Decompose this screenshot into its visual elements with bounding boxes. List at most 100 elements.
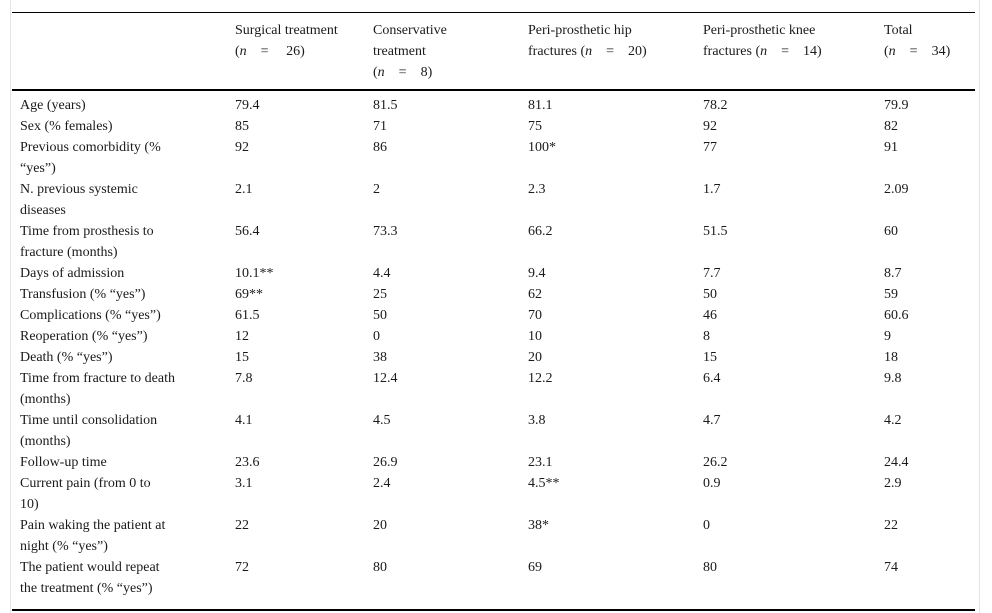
row-label: Reoperation (% “yes”) bbox=[20, 329, 148, 344]
cell-surgical: 79.4 bbox=[235, 98, 260, 113]
cell-total: 82 bbox=[884, 119, 898, 134]
column-header-empty bbox=[12, 12, 235, 91]
cell-surgical: 7.8 bbox=[235, 371, 253, 386]
cell-total: 18 bbox=[884, 350, 898, 365]
table-row: Death (% “yes”) 15 38 20 15 18 bbox=[12, 347, 975, 368]
column-header-total: Total (n = 34) bbox=[884, 12, 975, 91]
cell-total: 24.4 bbox=[884, 455, 909, 470]
cell-hip: 9.4 bbox=[528, 266, 546, 281]
cell-conservative: 2.4 bbox=[373, 476, 391, 491]
cell-knee: 1.7 bbox=[703, 182, 721, 197]
table-row: Transfusion (% “yes”) 69** 25 62 50 59 bbox=[12, 284, 975, 305]
cell-total: 9.8 bbox=[884, 371, 902, 386]
row-label: Current pain (from 0 to 10) bbox=[20, 476, 151, 512]
cell-knee: 78.2 bbox=[703, 98, 728, 113]
cell-hip: 100* bbox=[528, 140, 556, 155]
cell-surgical: 15 bbox=[235, 350, 249, 365]
cell-hip: 70 bbox=[528, 308, 542, 323]
cell-total: 60 bbox=[884, 224, 898, 239]
cell-conservative: 73.3 bbox=[373, 224, 398, 239]
table-row: Time from fracture to death (months) 7.8 … bbox=[12, 368, 975, 410]
cell-knee: 0.9 bbox=[703, 476, 721, 491]
cell-total: 79.9 bbox=[884, 98, 909, 113]
cell-conservative: 4.4 bbox=[373, 266, 391, 281]
row-label: The patient would repeat the treatment (%… bbox=[20, 560, 160, 596]
cell-conservative: 81.5 bbox=[373, 98, 398, 113]
cell-knee: 0 bbox=[703, 518, 710, 533]
cell-hip: 12.2 bbox=[528, 371, 553, 386]
cell-surgical: 4.1 bbox=[235, 413, 253, 428]
cell-surgical: 23.6 bbox=[235, 455, 260, 470]
column-header-conservative-treatment: Conservative treatment (n = 8) bbox=[373, 12, 528, 91]
cell-surgical: 22 bbox=[235, 518, 249, 533]
table-row: Time until consolidation (months) 4.1 4.5… bbox=[12, 410, 975, 452]
cell-conservative: 38 bbox=[373, 350, 387, 365]
row-label: Transfusion (% “yes”) bbox=[20, 287, 146, 302]
table-frame: Surgical treatment (n = 26) Conservative t… bbox=[10, 0, 980, 613]
cell-surgical: 61.5 bbox=[235, 308, 260, 323]
cell-conservative: 71 bbox=[373, 119, 387, 134]
cell-knee: 7.7 bbox=[703, 266, 721, 281]
cell-total: 59 bbox=[884, 287, 898, 302]
table-row: Days of admission 10.1** 4.4 9.4 7.7 8.7 bbox=[12, 263, 975, 284]
outcomes-table: Surgical treatment (n = 26) Conservative t… bbox=[12, 12, 975, 611]
cell-conservative: 4.5 bbox=[373, 413, 391, 428]
row-label: Complications (% “yes”) bbox=[20, 308, 161, 323]
cell-total: 91 bbox=[884, 140, 898, 155]
cell-hip: 10 bbox=[528, 329, 542, 344]
column-header-periprosthetic-knee: Peri-prosthetic knee fractures (n = 14) bbox=[703, 12, 884, 91]
cell-conservative: 86 bbox=[373, 140, 387, 155]
row-label: Death (% “yes”) bbox=[20, 350, 113, 365]
cell-knee: 6.4 bbox=[703, 371, 721, 386]
cell-knee: 26.2 bbox=[703, 455, 728, 470]
row-label: Pain waking the patient at night (% “yes”… bbox=[20, 518, 166, 554]
cell-conservative: 20 bbox=[373, 518, 387, 533]
table-row: The patient would repeat the treatment (%… bbox=[12, 557, 975, 610]
cell-total: 2.09 bbox=[884, 182, 909, 197]
cell-conservative: 0 bbox=[373, 329, 380, 344]
cell-surgical: 72 bbox=[235, 560, 249, 575]
cell-surgical: 69** bbox=[235, 287, 263, 302]
cell-hip: 20 bbox=[528, 350, 542, 365]
cell-surgical: 3.1 bbox=[235, 476, 253, 491]
cell-knee: 46 bbox=[703, 308, 717, 323]
cell-surgical: 85 bbox=[235, 119, 249, 134]
cell-conservative: 2 bbox=[373, 182, 380, 197]
row-label: N. previous systemic diseases bbox=[20, 182, 138, 218]
table-row: Complications (% “yes”) 61.5 50 70 46 60… bbox=[12, 305, 975, 326]
header-row: Surgical treatment (n = 26) Conservative t… bbox=[12, 12, 975, 91]
cell-surgical: 12 bbox=[235, 329, 249, 344]
cell-conservative: 12.4 bbox=[373, 371, 398, 386]
cell-surgical: 92 bbox=[235, 140, 249, 155]
table-row: Sex (% females) 85 71 75 92 82 bbox=[12, 116, 975, 137]
cell-total: 8.7 bbox=[884, 266, 902, 281]
cell-surgical: 2.1 bbox=[235, 182, 253, 197]
table-row: Pain waking the patient at night (% “yes”… bbox=[12, 515, 975, 557]
table-row: Previous comorbidity (% “yes”) 92 86 100*… bbox=[12, 137, 975, 179]
row-label: Days of admission bbox=[20, 266, 125, 281]
cell-knee: 92 bbox=[703, 119, 717, 134]
table-row: Reoperation (% “yes”) 12 0 10 8 9 bbox=[12, 326, 975, 347]
cell-total: 9 bbox=[884, 329, 891, 344]
row-label: Time from fracture to death (months) bbox=[20, 371, 175, 407]
row-label: Time until consolidation (months) bbox=[20, 413, 158, 449]
table-header: Surgical treatment (n = 26) Conservative t… bbox=[12, 12, 975, 91]
cell-knee: 15 bbox=[703, 350, 717, 365]
cell-hip: 62 bbox=[528, 287, 542, 302]
cell-hip: 2.3 bbox=[528, 182, 546, 197]
column-header-periprosthetic-hip: Peri-prosthetic hip fractures (n = 20) bbox=[528, 12, 703, 91]
column-header-surgical-treatment: Surgical treatment (n = 26) bbox=[235, 12, 373, 91]
cell-surgical: 10.1** bbox=[235, 266, 274, 281]
cell-knee: 80 bbox=[703, 560, 717, 575]
cell-hip: 69 bbox=[528, 560, 542, 575]
table-row: Time from prosthesis to fracture (months)… bbox=[12, 221, 975, 263]
cell-conservative: 50 bbox=[373, 308, 387, 323]
row-label: Age (years) bbox=[20, 98, 86, 113]
cell-total: 60.6 bbox=[884, 308, 909, 323]
cell-hip: 38* bbox=[528, 518, 549, 533]
cell-knee: 4.7 bbox=[703, 413, 721, 428]
table-row: Age (years) 79.4 81.5 81.1 78.2 79.9 bbox=[12, 90, 975, 116]
cell-hip: 75 bbox=[528, 119, 542, 134]
row-label: Follow-up time bbox=[20, 455, 107, 470]
cell-knee: 50 bbox=[703, 287, 717, 302]
